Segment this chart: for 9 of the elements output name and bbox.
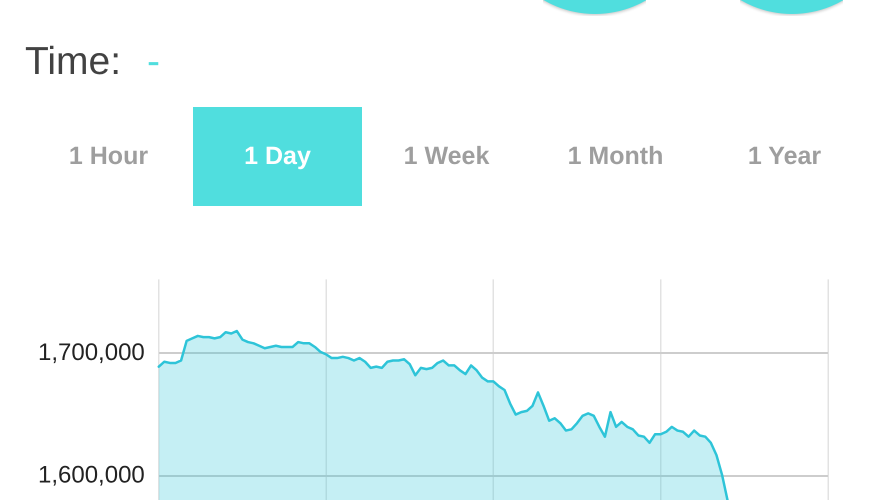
text: 1 Month xyxy=(568,142,664,171)
text: 1 Week xyxy=(404,142,490,171)
y-tick-label: 1,700,000 xyxy=(38,338,145,366)
text: 1 Day xyxy=(244,142,311,171)
y-tick-label: 1,600,000 xyxy=(38,462,145,489)
text: Time: xyxy=(25,40,122,83)
text: 1 Year xyxy=(748,142,822,171)
text: 1 Hour xyxy=(68,142,148,171)
text: - xyxy=(147,40,160,83)
